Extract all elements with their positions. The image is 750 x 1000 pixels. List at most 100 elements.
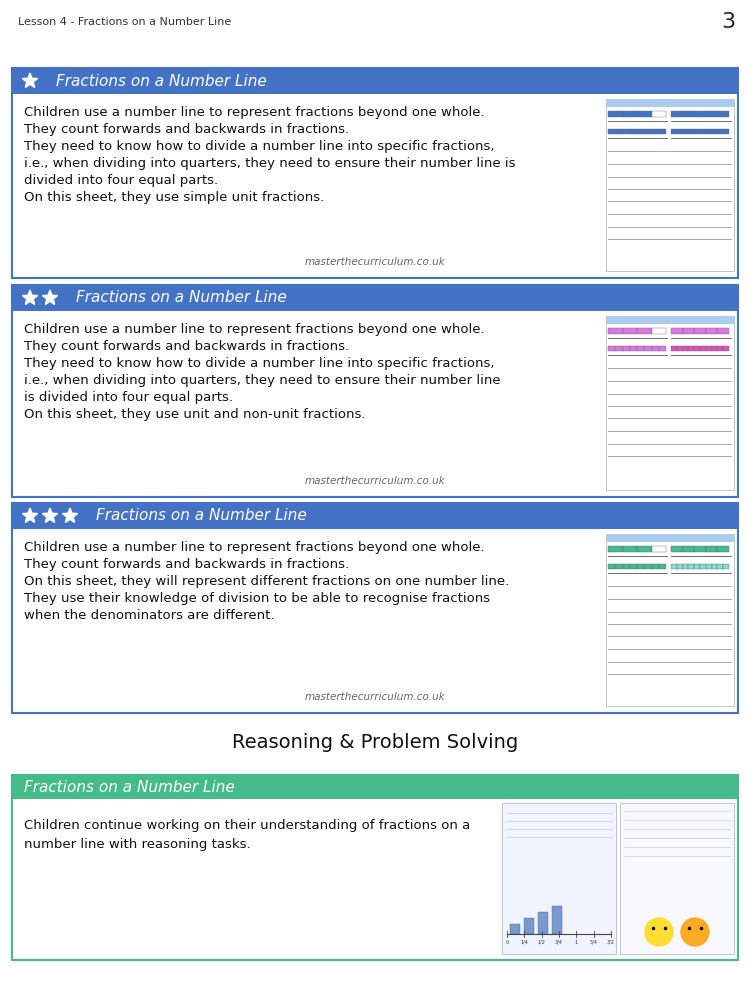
Bar — [652, 546, 666, 552]
Text: They count forwards and backwards in fractions.: They count forwards and backwards in fra… — [24, 123, 349, 136]
Bar — [658, 564, 666, 569]
Bar — [637, 546, 652, 552]
Bar — [712, 564, 718, 569]
Bar — [682, 129, 688, 134]
Polygon shape — [43, 290, 58, 304]
Bar — [615, 346, 622, 351]
Text: when the denominators are different.: when the denominators are different. — [24, 609, 274, 622]
Text: On this sheet, they use simple unit fractions.: On this sheet, they use simple unit frac… — [24, 191, 324, 204]
Bar — [608, 546, 622, 552]
Bar — [706, 111, 718, 117]
Text: Reasoning & Problem Solving: Reasoning & Problem Solving — [232, 732, 518, 752]
Text: i.e., when dividing into quarters, they need to ensure their number line is: i.e., when dividing into quarters, they … — [24, 157, 515, 170]
Bar — [606, 316, 734, 324]
Bar — [682, 546, 694, 552]
Bar — [622, 111, 637, 117]
Polygon shape — [22, 73, 38, 87]
Bar — [630, 346, 637, 351]
Bar — [608, 346, 615, 351]
Circle shape — [645, 918, 673, 946]
Bar — [630, 129, 637, 134]
Bar — [718, 346, 723, 351]
Bar — [706, 546, 718, 552]
Text: They count forwards and backwards in fractions.: They count forwards and backwards in fra… — [24, 340, 349, 353]
Text: Children use a number line to represent fractions beyond one whole.: Children use a number line to represent … — [24, 541, 484, 554]
Bar — [723, 346, 729, 351]
Bar — [608, 111, 622, 117]
Bar — [723, 564, 729, 569]
Text: Fractions on a Number Line: Fractions on a Number Line — [56, 74, 267, 89]
Bar — [718, 564, 723, 569]
Text: 1/2: 1/2 — [538, 940, 545, 945]
Bar — [706, 129, 712, 134]
Bar — [502, 803, 616, 954]
Bar — [718, 129, 723, 134]
Bar — [652, 346, 658, 351]
Bar — [700, 564, 706, 569]
Bar — [606, 534, 734, 542]
Text: 5/4: 5/4 — [590, 940, 598, 945]
Bar — [12, 775, 738, 799]
Text: 3/4: 3/4 — [555, 940, 563, 945]
Bar — [682, 111, 694, 117]
Bar — [637, 129, 644, 134]
Bar — [682, 346, 688, 351]
Bar — [706, 328, 718, 334]
Bar — [630, 564, 637, 569]
Bar — [700, 129, 706, 134]
Bar — [620, 803, 734, 954]
Bar — [658, 346, 666, 351]
Bar — [671, 328, 682, 334]
Circle shape — [681, 918, 709, 946]
Bar — [644, 346, 652, 351]
Bar — [706, 564, 712, 569]
Bar — [538, 912, 548, 934]
Text: 1: 1 — [574, 940, 578, 945]
Bar — [682, 564, 688, 569]
Polygon shape — [43, 508, 58, 522]
Bar — [622, 564, 630, 569]
Text: On this sheet, they use unit and non-unit fractions.: On this sheet, they use unit and non-uni… — [24, 408, 365, 421]
Bar — [524, 918, 534, 934]
Text: masterthecurriculum.co.uk: masterthecurriculum.co.uk — [304, 476, 446, 486]
Bar — [12, 503, 738, 529]
Polygon shape — [22, 508, 38, 522]
Bar — [682, 328, 694, 334]
Text: Fractions on a Number Line: Fractions on a Number Line — [76, 290, 286, 306]
Bar — [606, 99, 734, 271]
Bar — [552, 906, 562, 934]
Bar — [637, 564, 644, 569]
Text: 1/4: 1/4 — [520, 940, 528, 945]
Bar — [671, 129, 676, 134]
Text: They need to know how to divide a number line into specific fractions,: They need to know how to divide a number… — [24, 140, 494, 153]
Bar — [694, 111, 706, 117]
Bar — [622, 328, 637, 334]
Bar — [510, 924, 520, 934]
Bar — [718, 111, 729, 117]
Bar — [644, 129, 652, 134]
Bar — [622, 546, 637, 552]
Bar — [694, 129, 700, 134]
Bar — [622, 346, 630, 351]
Bar — [652, 129, 658, 134]
Bar — [676, 564, 682, 569]
Bar — [637, 346, 644, 351]
Text: They need to know how to divide a number line into specific fractions,: They need to know how to divide a number… — [24, 357, 494, 370]
Text: Fractions on a Number Line: Fractions on a Number Line — [96, 508, 307, 524]
Bar — [694, 546, 706, 552]
Text: On this sheet, they will represent different fractions on one number line.: On this sheet, they will represent diffe… — [24, 575, 509, 588]
Bar — [688, 346, 694, 351]
Bar — [712, 346, 718, 351]
Bar — [12, 775, 738, 960]
Bar — [671, 346, 676, 351]
Bar — [688, 564, 694, 569]
Bar — [606, 99, 734, 107]
Polygon shape — [62, 508, 77, 522]
Bar — [723, 129, 729, 134]
Bar — [658, 129, 666, 134]
Text: They use their knowledge of division to be able to recognise fractions: They use their knowledge of division to … — [24, 592, 490, 605]
Bar — [694, 564, 700, 569]
Bar — [718, 328, 729, 334]
Bar — [12, 503, 738, 713]
Bar — [694, 346, 700, 351]
